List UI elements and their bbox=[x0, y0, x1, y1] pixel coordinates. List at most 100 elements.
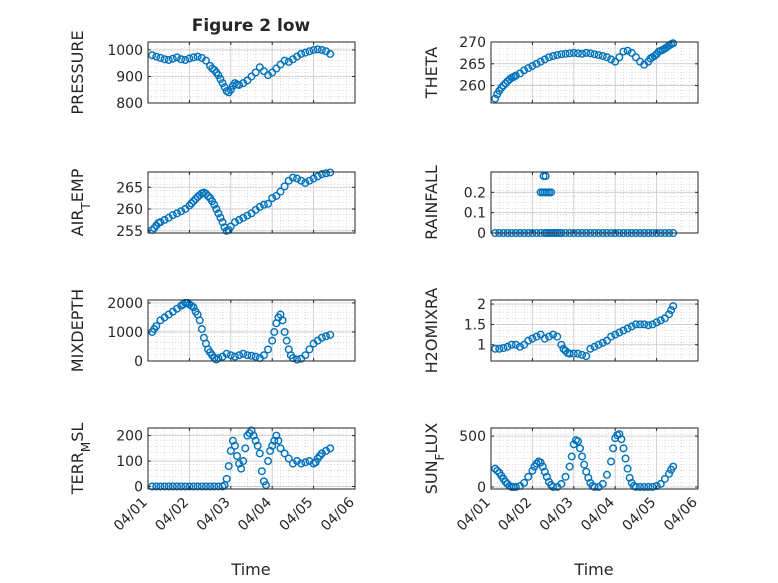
data-point bbox=[201, 482, 210, 491]
data-point bbox=[322, 169, 331, 178]
data-point bbox=[602, 470, 611, 479]
axes-box bbox=[490, 427, 699, 490]
data-point bbox=[536, 57, 545, 66]
data-point bbox=[501, 79, 510, 88]
data-point bbox=[532, 59, 541, 68]
data-point bbox=[235, 351, 244, 360]
data-point bbox=[511, 482, 520, 491]
data-point bbox=[541, 172, 550, 181]
y-axis-label-subscript: T bbox=[79, 202, 93, 211]
series-points bbox=[491, 302, 678, 361]
data-point bbox=[268, 68, 277, 77]
data-point bbox=[301, 351, 310, 360]
data-point bbox=[168, 482, 177, 491]
data-point bbox=[218, 79, 227, 88]
data-point bbox=[268, 336, 277, 345]
data-point bbox=[270, 327, 279, 336]
data-point bbox=[272, 191, 281, 200]
y-tick-label: 2 bbox=[477, 297, 486, 313]
data-point bbox=[255, 202, 264, 211]
axes-box bbox=[147, 171, 356, 234]
data-point bbox=[301, 458, 310, 467]
data-point bbox=[181, 56, 190, 65]
data-point bbox=[540, 334, 549, 343]
data-point bbox=[619, 326, 628, 335]
data-point bbox=[237, 464, 246, 473]
grid bbox=[490, 299, 699, 362]
data-point bbox=[619, 444, 628, 453]
y-tick-label: 100 bbox=[116, 454, 143, 470]
data-point bbox=[212, 205, 221, 214]
figure-title: Figure 2 low bbox=[192, 16, 311, 36]
data-point bbox=[582, 48, 591, 57]
data-point bbox=[573, 437, 582, 446]
data-point bbox=[204, 191, 213, 200]
data-point bbox=[280, 56, 289, 65]
y-tick-label: 900 bbox=[116, 69, 143, 85]
y-tick-label: 0 bbox=[477, 480, 486, 496]
data-point bbox=[189, 482, 198, 491]
data-point bbox=[191, 195, 200, 204]
data-point bbox=[524, 64, 533, 73]
data-point bbox=[580, 460, 589, 469]
data-point bbox=[280, 327, 289, 336]
data-point bbox=[594, 51, 603, 60]
data-point bbox=[326, 49, 335, 58]
axes-box bbox=[147, 41, 356, 104]
data-point bbox=[243, 351, 252, 360]
data-point bbox=[216, 75, 225, 84]
data-point bbox=[268, 441, 277, 450]
plot-area bbox=[491, 172, 698, 233]
data-point bbox=[607, 457, 616, 466]
data-point bbox=[590, 482, 599, 491]
data-point bbox=[301, 178, 310, 187]
data-point bbox=[524, 472, 533, 481]
data-point bbox=[193, 52, 202, 61]
data-point bbox=[326, 444, 335, 453]
data-point bbox=[226, 446, 235, 455]
data-point bbox=[499, 343, 508, 352]
data-point bbox=[656, 479, 665, 488]
data-point bbox=[251, 436, 260, 445]
data-point bbox=[669, 302, 678, 311]
data-point bbox=[317, 45, 326, 54]
data-point bbox=[247, 351, 256, 360]
data-point bbox=[189, 303, 198, 312]
data-point bbox=[565, 349, 574, 358]
data-point bbox=[602, 53, 611, 62]
data-point bbox=[210, 200, 219, 209]
data-point bbox=[573, 349, 582, 358]
data-point bbox=[544, 332, 553, 341]
data-point bbox=[280, 182, 289, 191]
y-axis-label-main: TERR bbox=[68, 452, 87, 495]
plot-area bbox=[148, 300, 355, 361]
data-point bbox=[259, 200, 268, 209]
y-axis-label: THETA bbox=[422, 47, 441, 99]
data-point bbox=[631, 320, 640, 329]
data-point bbox=[491, 344, 500, 353]
data-point bbox=[214, 71, 223, 80]
data-point bbox=[561, 49, 570, 58]
data-point bbox=[235, 215, 244, 224]
data-point bbox=[544, 53, 553, 62]
data-point bbox=[230, 352, 239, 361]
series-points bbox=[148, 168, 335, 235]
data-point bbox=[598, 51, 607, 60]
data-point bbox=[156, 53, 165, 62]
data-point bbox=[193, 482, 202, 491]
data-point bbox=[648, 320, 657, 329]
y-axis-label: AIRTEMP bbox=[68, 168, 93, 236]
data-point bbox=[309, 174, 318, 183]
data-point bbox=[617, 435, 626, 444]
data-point bbox=[656, 316, 665, 325]
data-point bbox=[284, 454, 293, 463]
data-point bbox=[528, 334, 537, 343]
data-point bbox=[293, 174, 302, 183]
y-tick-label: 800 bbox=[116, 96, 143, 112]
data-point bbox=[582, 352, 591, 361]
data-point bbox=[528, 466, 537, 475]
data-point bbox=[665, 310, 674, 319]
data-point bbox=[311, 458, 320, 467]
